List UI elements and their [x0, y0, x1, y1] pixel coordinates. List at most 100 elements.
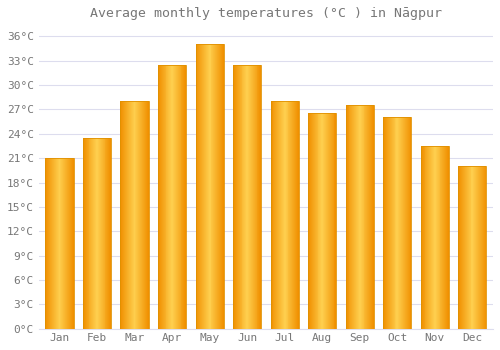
Bar [166, 65, 168, 329]
Bar [334, 113, 336, 329]
Bar [431, 146, 432, 329]
Bar [242, 65, 244, 329]
Bar [184, 65, 185, 329]
Bar [104, 138, 106, 329]
Bar [294, 101, 295, 329]
Bar [141, 101, 142, 329]
Bar [383, 118, 412, 329]
Bar [94, 138, 95, 329]
Bar [309, 113, 310, 329]
Bar [170, 65, 171, 329]
Bar [252, 65, 253, 329]
Bar [421, 146, 422, 329]
Bar [346, 105, 374, 329]
Bar [391, 118, 392, 329]
Bar [206, 44, 207, 329]
Bar [323, 113, 324, 329]
Bar [279, 101, 280, 329]
Bar [56, 158, 58, 329]
Bar [49, 158, 50, 329]
Bar [68, 158, 69, 329]
Bar [237, 65, 238, 329]
Bar [145, 101, 146, 329]
Bar [384, 118, 385, 329]
Bar [322, 113, 323, 329]
Bar [180, 65, 182, 329]
Bar [394, 118, 396, 329]
Bar [50, 158, 51, 329]
Bar [325, 113, 326, 329]
Bar [214, 44, 215, 329]
Bar [240, 65, 242, 329]
Bar [402, 118, 403, 329]
Bar [127, 101, 128, 329]
Bar [326, 113, 327, 329]
Bar [470, 166, 472, 329]
Bar [422, 146, 424, 329]
Bar [405, 118, 406, 329]
Bar [46, 158, 48, 329]
Bar [66, 158, 67, 329]
Bar [458, 166, 460, 329]
Bar [406, 118, 408, 329]
Bar [218, 44, 219, 329]
Bar [96, 138, 97, 329]
Bar [46, 158, 74, 329]
Bar [362, 105, 364, 329]
Bar [55, 158, 56, 329]
Bar [250, 65, 251, 329]
Bar [324, 113, 325, 329]
Title: Average monthly temperatures (°C ) in Nāgpur: Average monthly temperatures (°C ) in Nā… [90, 7, 442, 20]
Bar [368, 105, 369, 329]
Bar [370, 105, 371, 329]
Bar [348, 105, 350, 329]
Bar [354, 105, 355, 329]
Bar [125, 101, 126, 329]
Bar [474, 166, 475, 329]
Bar [83, 138, 111, 329]
Bar [386, 118, 387, 329]
Bar [100, 138, 102, 329]
Bar [70, 158, 72, 329]
Bar [126, 101, 127, 329]
Bar [204, 44, 205, 329]
Bar [210, 44, 212, 329]
Bar [352, 105, 353, 329]
Bar [159, 65, 160, 329]
Bar [466, 166, 467, 329]
Bar [253, 65, 254, 329]
Bar [85, 138, 86, 329]
Bar [428, 146, 429, 329]
Bar [404, 118, 405, 329]
Bar [421, 146, 449, 329]
Bar [383, 118, 384, 329]
Bar [201, 44, 202, 329]
Bar [106, 138, 108, 329]
Bar [327, 113, 328, 329]
Bar [196, 44, 198, 329]
Bar [53, 158, 54, 329]
Bar [320, 113, 322, 329]
Bar [424, 146, 426, 329]
Bar [138, 101, 139, 329]
Bar [399, 118, 400, 329]
Bar [102, 138, 104, 329]
Bar [63, 158, 64, 329]
Bar [132, 101, 134, 329]
Bar [432, 146, 433, 329]
Bar [110, 138, 111, 329]
Bar [396, 118, 398, 329]
Bar [435, 146, 436, 329]
Bar [461, 166, 462, 329]
Bar [205, 44, 206, 329]
Bar [233, 65, 261, 329]
Bar [93, 138, 94, 329]
Bar [280, 101, 281, 329]
Bar [174, 65, 175, 329]
Bar [48, 158, 49, 329]
Bar [144, 101, 145, 329]
Bar [62, 158, 63, 329]
Bar [313, 113, 314, 329]
Bar [235, 65, 236, 329]
Bar [120, 101, 148, 329]
